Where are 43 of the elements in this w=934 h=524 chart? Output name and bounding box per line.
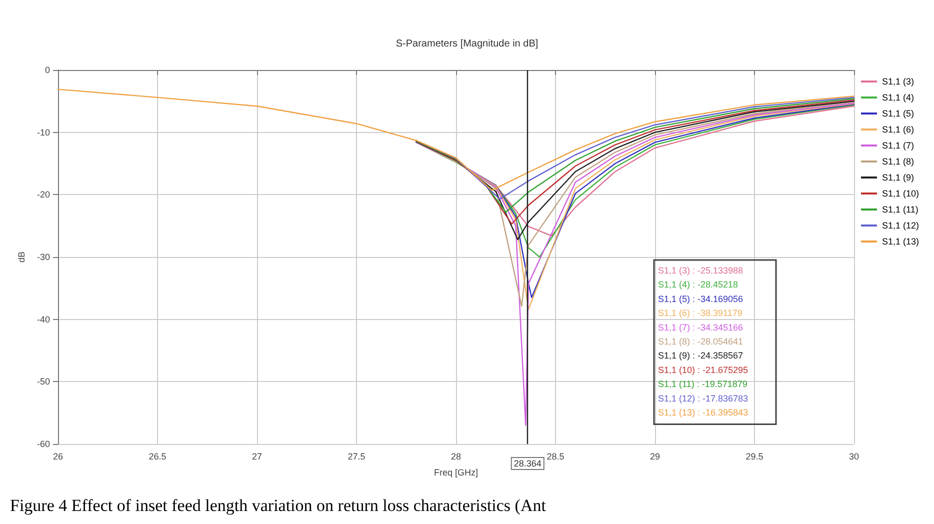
legend-label: S1,1 (9): [882, 172, 914, 182]
ref-line-label: 28.364: [514, 458, 542, 468]
annotation: S1,1 (3) : -25.133988: [658, 266, 744, 276]
x-axis-title: Freq [GHz]: [434, 468, 478, 478]
x-tick-label: 30: [848, 452, 860, 462]
legend-label: S1,1 (8): [882, 156, 914, 166]
caption: Figure 4 Effect of inset feed length variation on return loss characteristics (Ant: [10, 496, 546, 515]
x-tick-label: 29.5: [746, 452, 764, 462]
annotation: S1,1 (4) : -28.45218: [658, 280, 738, 290]
annotation: S1,1 (6) : -38.391179: [658, 308, 742, 318]
annotation: S1,1 (10) : -21.675295: [658, 364, 748, 375]
legend-label: S1,1 (4): [882, 92, 914, 102]
chart-title: S-Parameters [Magnitude in dB]: [396, 38, 538, 50]
y-axis-title: dB: [16, 251, 27, 263]
annotation: S1,1 (5) : -34.169056: [658, 294, 744, 304]
x-tick-label: 27.5: [348, 452, 366, 462]
legend-label: S1,1 (6): [882, 124, 914, 134]
legend-label: S1,1 (11): [882, 204, 918, 214]
y-tick-label: 0: [44, 65, 50, 75]
x-tick-label: 28.5: [546, 452, 564, 462]
x-tick-label: 28: [450, 452, 462, 462]
annotation: S1,1 (13) : -16.395843: [658, 408, 748, 418]
legend-label: S1,1 (12): [882, 220, 920, 230]
x-tick-label: 26: [52, 452, 64, 462]
annotation: S1,1 (9) : -24.358567: [658, 350, 744, 361]
annotation: S1,1 (12) : -17.836783: [658, 393, 748, 404]
annotation: S1,1 (7) : -34.345166: [658, 322, 744, 332]
y-tick-label: -30: [36, 252, 50, 262]
x-tick-label: 27: [252, 452, 262, 462]
y-tick-label: -60: [36, 439, 50, 449]
y-tick-label: -10: [36, 127, 50, 138]
y-tick-label: -40: [36, 314, 50, 324]
annotation: S1,1 (8) : -28.054641: [658, 336, 744, 346]
y-tick-label: -50: [36, 376, 50, 387]
legend-label: S1,1 (7): [882, 140, 914, 150]
legend-label: S1,1 (5): [882, 108, 914, 118]
legend-label: S1,1 (3): [882, 76, 914, 86]
x-tick-label: 29: [650, 452, 660, 462]
x-tick-label: 26.5: [148, 452, 166, 462]
y-tick-label: -20: [36, 190, 50, 200]
annotation: S1,1 (11) : -19.571879: [658, 379, 748, 390]
legend-label: S1,1 (13): [882, 236, 920, 246]
legend-label: S1,1 (10): [882, 188, 920, 198]
